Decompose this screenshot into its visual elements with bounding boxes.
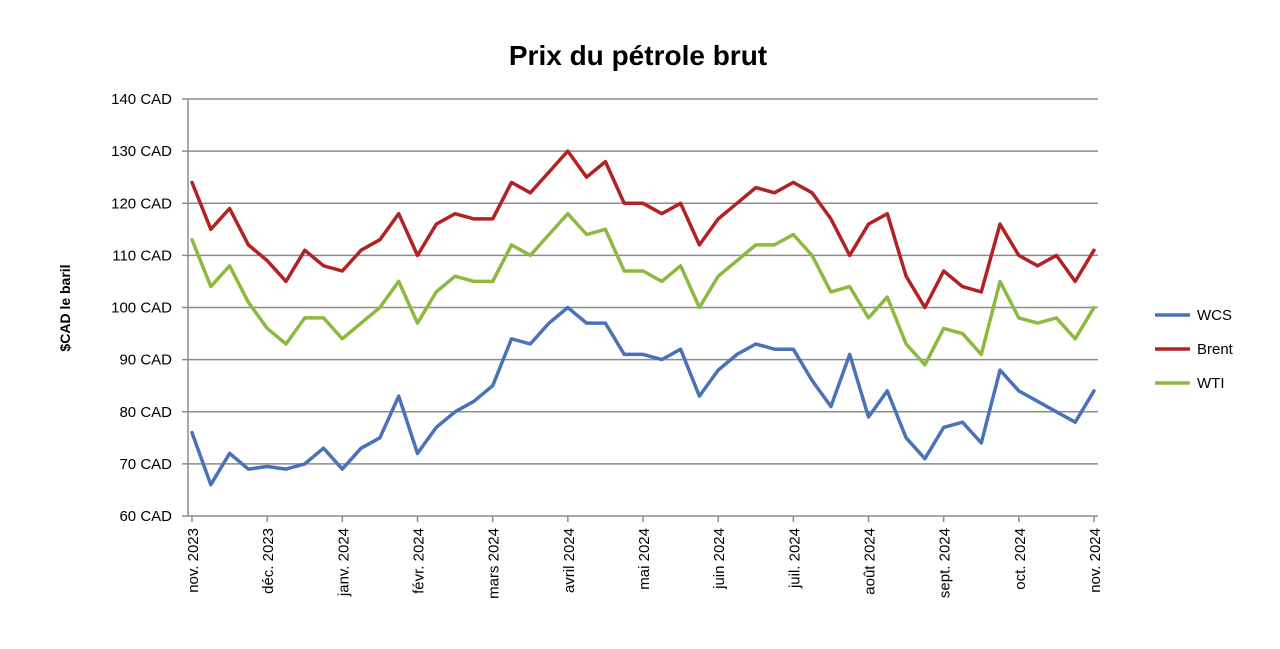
x-tick-label: avril 2024 [561, 528, 578, 593]
x-tick-label: août 2024 [862, 528, 879, 595]
y-tick-label: 130 CAD [111, 143, 172, 160]
series-line-wcs [190, 305, 1096, 487]
y-tick-label: 70 CAD [119, 456, 172, 473]
series-lines [190, 149, 1096, 487]
series-line-wti [190, 211, 1096, 367]
y-tick-label: 60 CAD [119, 508, 172, 525]
y-tick-label: 140 CAD [111, 91, 172, 108]
x-tick-label: juin 2024 [711, 528, 728, 590]
x-tick-label: mars 2024 [486, 528, 503, 599]
chart-title: Prix du pétrole brut [509, 40, 767, 71]
y-tick-label: 80 CAD [119, 404, 172, 421]
y-tick-label: 90 CAD [119, 352, 172, 369]
legend: WCS Brent WTI [1155, 307, 1234, 392]
y-tick-label: 100 CAD [111, 300, 172, 317]
x-tick-label: sept. 2024 [937, 528, 954, 598]
y-tick-label: 110 CAD [112, 247, 172, 264]
x-tick-label: déc. 2023 [260, 528, 277, 594]
x-tick-label: oct. 2024 [1012, 528, 1029, 590]
y-tick-label: 120 CAD [111, 195, 172, 212]
x-tick-label: nov. 2024 [1087, 528, 1104, 593]
y-axis-label: $CAD le baril [57, 264, 73, 351]
x-tick-label: mai 2024 [636, 528, 653, 590]
gridlines [188, 98, 1098, 465]
x-tick-label: juil. 2024 [786, 528, 803, 589]
legend-label-wcs: WCS [1197, 307, 1232, 324]
legend-label-wti: WTI [1197, 375, 1225, 392]
x-tick-label: janv. 2024 [335, 528, 352, 597]
series-line-brent [190, 149, 1096, 310]
x-tick-label: févr. 2024 [411, 528, 428, 594]
legend-label-brent: Brent [1197, 341, 1234, 358]
x-axis-ticks: nov. 2023 déc. 2023 janv. 2024 févr. 2024 ma… [185, 516, 1104, 599]
axes [187, 99, 1098, 517]
x-tick-label: nov. 2023 [185, 528, 202, 593]
y-axis-ticks: 60 CAD 70 CAD 80 CAD 90 CAD 100 CAD 110 CAD 12… [111, 91, 188, 525]
